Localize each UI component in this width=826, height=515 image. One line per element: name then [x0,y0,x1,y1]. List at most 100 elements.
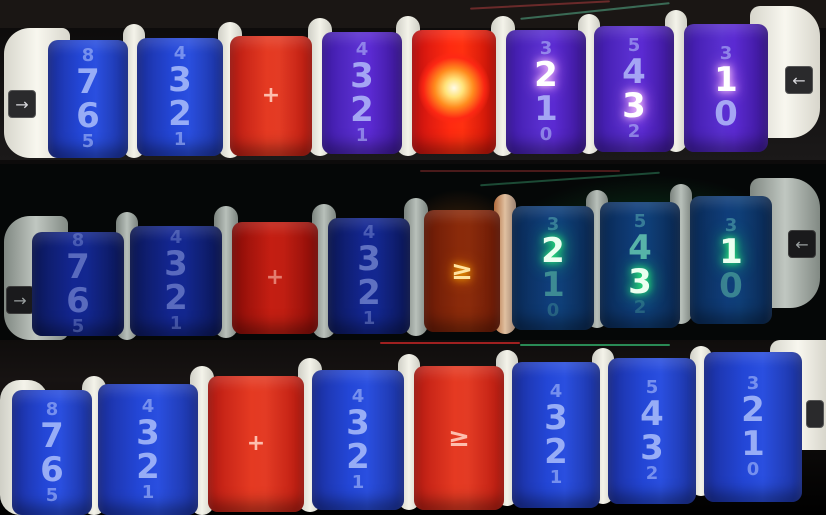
operator-symbol: ≥ [451,256,473,286]
drum-digit: 7 [66,247,90,287]
drum-digit: 0 [719,266,743,306]
drum-digit: 5 [627,35,641,56]
drum-digit: 4 [628,228,652,268]
drum-digit: 1 [549,467,563,488]
photo-panel-bottom: 8 7 6 5 4 3 2 1 + 4 3 2 1 ≥ 4 3 2 1 [0,340,826,515]
wire [520,344,670,346]
number-drum: 4 3 2 1 [322,32,402,154]
drum-digit: 1 [534,89,558,129]
number-drum: 4 3 2 1 [130,226,222,336]
drum-digit: 3 [164,244,188,284]
operator-symbol: + [261,83,281,108]
drum-digit: 3 [746,373,760,394]
number-drum: 3 2 1 0 [704,352,802,502]
drum-digit-lit: 2 [534,55,558,95]
drum-digit-lit: 3 [622,86,646,126]
number-drum: 8 7 6 5 [48,40,128,158]
drum-digit: 6 [76,96,100,136]
drum-digit-lit: 1 [719,232,743,272]
drum-digit: 1 [355,125,369,146]
drum-digit: 7 [40,415,64,456]
number-drum: 3 1 0 [684,24,768,152]
drum-digit: 4 [169,227,183,248]
drum-digit: 0 [546,300,560,321]
number-drum: 4 3 2 1 [328,218,410,334]
drum-digit: 2 [741,390,765,430]
number-drum: 3 2 1 0 [512,206,594,330]
drum-digit: 3 [357,239,381,279]
drum-digit: 2 [544,432,568,472]
drum-digit: 8 [45,398,59,420]
drum-digit: 5 [81,131,95,152]
wire [480,171,660,187]
drum-digit: 4 [362,222,376,243]
drum-digit: 1 [351,472,365,493]
drum-digit-lit: 2 [541,231,565,271]
photo-panel-middle: → ← 8 7 6 5 4 3 2 1 + 4 3 2 1 ≥ [0,164,826,340]
drum-digit: 4 [141,395,155,417]
comparison-drum: ≥ [414,366,504,510]
drum-digit: 6 [66,281,90,321]
drum-digit: 8 [81,45,95,66]
arrow-key-label: ← [792,70,806,90]
wire [470,0,610,10]
drum-digit: 3 [539,38,553,59]
drum-digit: 1 [169,313,183,334]
operator-symbol: + [265,265,285,290]
drum-digit: 4 [549,381,563,402]
drum-digit: 3 [346,403,370,443]
operator-drum: + [232,222,318,334]
drum-digit: 4 [355,39,369,60]
drum-digit: 5 [71,316,85,336]
arrow-right-icon: → [6,286,34,314]
arrow-left-icon: ← [788,230,816,258]
drum-digit: 2 [627,121,641,142]
drum-digit: 0 [714,94,738,134]
number-drum: 4 3 2 1 [98,384,198,515]
comparison-drum: ≥ [424,210,500,332]
number-drum: 4 3 2 1 [312,370,404,510]
drum-digit: 5 [645,377,659,398]
drum-digit-lit: 1 [714,60,738,100]
drum-digit: 2 [346,437,370,477]
drum-digit: 3 [350,56,374,96]
number-drum: 8 7 6 5 [32,232,124,336]
drum-digit: 1 [741,424,765,464]
arrow-key-label: ← [795,234,809,254]
operator-drum: + [230,36,312,156]
drum-digit: 3 [168,60,192,100]
drum-digit: 2 [357,273,381,313]
drum-digit: 3 [544,398,568,438]
arrow-key-label: → [13,290,27,310]
wire [420,170,620,172]
lamp-light [418,52,490,124]
drum-digit: 1 [141,481,155,503]
number-drum: 8 7 6 5 [12,390,92,515]
drum-digit: 1 [173,129,187,150]
drum-digit: 2 [350,90,374,130]
drum-digit: 2 [168,94,192,134]
drum-digit: 0 [539,124,553,145]
drum-digit: 2 [633,297,647,318]
drum-digit: 8 [71,232,85,251]
operator-drum: + [208,376,304,512]
drum-digit: 1 [362,308,376,329]
number-drum: 5 4 3 2 [594,26,674,152]
drum-digit: 2 [645,463,659,484]
number-drum: 5 4 3 2 [608,358,696,504]
drum-digit: 2 [136,446,160,487]
number-drum: 4 3 2 1 [137,38,223,156]
drum-digit: 2 [164,278,188,318]
drum-digit-lit: 3 [628,262,652,302]
number-drum: 5 4 3 2 [600,202,680,328]
arrow-right-icon: → [8,90,36,118]
number-drum: 4 3 2 1 [512,362,600,508]
drum-digit: 3 [724,215,738,236]
comparison-drum [412,30,496,154]
arrow-key-label: → [15,94,29,114]
drum-digit: 4 [351,386,365,407]
operator-symbol: + [246,431,266,456]
drum-digit: 5 [45,484,59,506]
wire [380,342,520,344]
drum-digit: 5 [633,211,647,232]
